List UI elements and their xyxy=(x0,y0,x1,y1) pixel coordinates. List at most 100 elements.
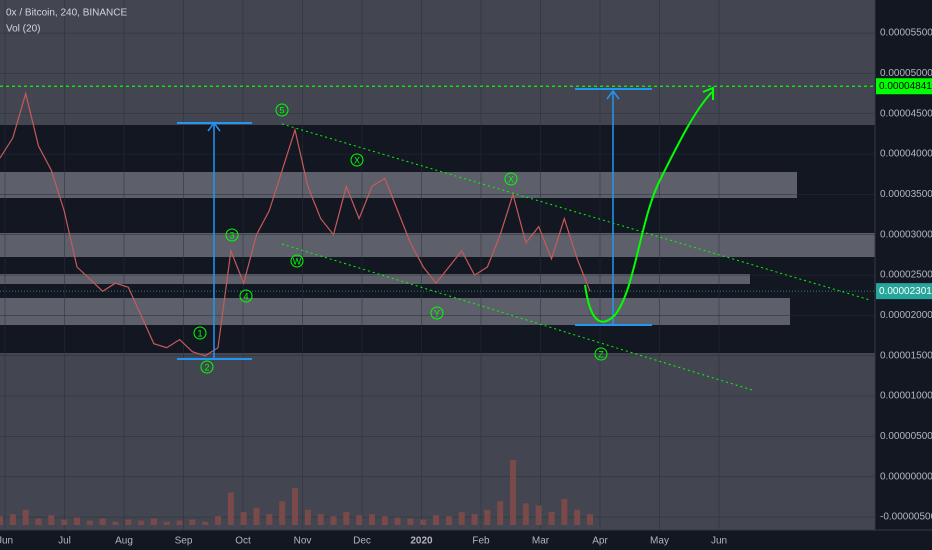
volume-bar xyxy=(343,512,350,525)
y-tick-label: 0.00004500 xyxy=(880,108,932,119)
volume-bar xyxy=(86,520,93,525)
x-tick-label: Feb xyxy=(472,536,490,547)
zone xyxy=(0,172,797,198)
volume-bar xyxy=(497,501,504,525)
wave-label: X xyxy=(508,174,514,184)
volume-bar xyxy=(522,503,529,525)
volume-bar xyxy=(48,515,55,525)
volume-bar xyxy=(279,501,286,525)
volume-bar xyxy=(9,514,16,525)
wave-circle xyxy=(594,347,608,361)
volume-bar xyxy=(445,516,452,525)
volume-bar xyxy=(420,519,427,525)
volume-bar xyxy=(510,460,517,525)
x-tick-label: Apr xyxy=(592,536,608,547)
volume-bar xyxy=(433,515,440,525)
volume-bar xyxy=(304,509,311,525)
arrowhead xyxy=(606,89,620,100)
projection xyxy=(584,91,713,323)
x-tick-label: Sep xyxy=(175,536,193,547)
volume-label: Vol (20) xyxy=(6,24,40,35)
price-tag xyxy=(876,78,932,95)
wave-circle xyxy=(225,228,239,242)
wave-circle xyxy=(275,103,289,117)
wave-label: 1 xyxy=(197,328,202,338)
volume-bar xyxy=(253,507,260,525)
volume-bar xyxy=(292,488,298,525)
x-tick-label: May xyxy=(650,536,669,547)
wave-circle xyxy=(200,360,214,374)
volume-bar xyxy=(266,514,273,525)
zone xyxy=(0,274,750,284)
y-tick-label: 0.00005000 xyxy=(880,68,932,79)
volume-bar xyxy=(356,515,363,525)
volume-bar xyxy=(35,518,42,525)
volume-bar xyxy=(381,516,388,525)
zone xyxy=(0,298,790,325)
zone xyxy=(0,353,875,530)
volume-bar xyxy=(112,521,119,525)
arrowhead xyxy=(207,121,221,132)
wave-label: 4 xyxy=(243,291,248,301)
wave-circle xyxy=(239,289,253,303)
volume-bar xyxy=(407,518,414,525)
x-tick-label: Mar xyxy=(532,536,550,547)
wave-circle xyxy=(350,153,364,167)
y-tick-label: 0.00004000 xyxy=(880,149,932,160)
volume-bar xyxy=(548,512,555,525)
zone xyxy=(0,233,875,257)
y-tick-label: 0.00000000 xyxy=(880,471,932,482)
y-tick-label: 0.00005500 xyxy=(880,28,932,39)
volume-bar xyxy=(202,521,209,525)
x-tick-label: Jul xyxy=(58,536,71,547)
volume-bar xyxy=(368,514,375,525)
volume-bar xyxy=(561,499,568,525)
wave-circle xyxy=(504,172,518,186)
wave-circle xyxy=(193,326,207,340)
trendline xyxy=(281,123,871,301)
x-tick-label: 2020 xyxy=(410,536,433,547)
volume-bar xyxy=(99,518,106,525)
y-tick-label: 0.00000500 xyxy=(880,431,932,442)
x-tick-label: Nov xyxy=(294,536,312,547)
volume-bar xyxy=(215,516,222,525)
volume-bar xyxy=(317,514,324,525)
wave-label: X xyxy=(354,155,360,165)
y-tick-label: 0.00002000 xyxy=(880,310,932,321)
volume-bar xyxy=(458,512,465,525)
volume-bar xyxy=(22,509,29,525)
volume-bar xyxy=(471,514,478,525)
volume-bar xyxy=(587,514,593,525)
y-tick-label: 0.00003000 xyxy=(880,229,932,240)
volume-bar xyxy=(535,505,542,525)
arrowhead xyxy=(702,86,714,100)
volume-bar xyxy=(189,519,196,525)
x-tick-label: Dec xyxy=(353,536,371,547)
wave-circle xyxy=(430,306,444,320)
wave-label: Y xyxy=(434,308,440,318)
volume-bar xyxy=(484,509,491,525)
price-tag xyxy=(876,283,932,300)
wave-label: W xyxy=(293,256,302,266)
x-tick-label: Oct xyxy=(235,536,251,547)
price-tag-label: 0.00004841 xyxy=(879,81,932,92)
wave-label: 3 xyxy=(229,230,234,240)
y-tick-label: 0.00003500 xyxy=(880,189,932,200)
wave-label: 2 xyxy=(204,362,209,372)
wave-label: Z xyxy=(598,349,604,359)
price-line xyxy=(0,91,591,357)
volume-bar xyxy=(138,520,145,525)
y-tick-label: 0.00001000 xyxy=(880,391,932,402)
volume-bar xyxy=(227,492,234,525)
x-tick-label: Aug xyxy=(115,536,133,547)
x-tick-label: Jun xyxy=(711,536,727,547)
volume-bar xyxy=(240,512,247,525)
price-tag-label: 0.00002301 xyxy=(879,286,932,297)
volume-bar xyxy=(574,509,581,525)
volume-bar xyxy=(73,517,80,525)
y-tick-label: -0.00000500 xyxy=(880,512,932,523)
wave-label: 5 xyxy=(279,105,284,115)
volume-bar xyxy=(176,520,183,525)
volume-bar xyxy=(0,516,3,525)
